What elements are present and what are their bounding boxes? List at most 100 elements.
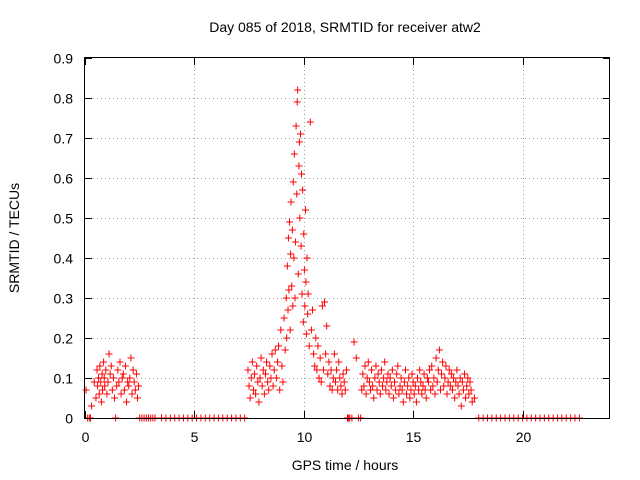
data-point xyxy=(289,302,297,310)
data-point xyxy=(119,370,127,378)
data-point xyxy=(100,374,108,382)
data-point xyxy=(296,130,304,138)
data-point xyxy=(374,370,382,378)
data-point xyxy=(312,334,320,342)
data-point xyxy=(371,374,379,382)
data-point xyxy=(315,374,323,382)
data-point xyxy=(102,366,110,374)
data-point xyxy=(286,218,294,226)
data-point xyxy=(449,386,456,394)
data-point xyxy=(98,370,106,378)
data-point xyxy=(415,386,423,394)
data-point xyxy=(105,350,113,358)
data-point xyxy=(408,370,416,378)
data-point xyxy=(111,394,119,402)
data-point xyxy=(302,278,310,286)
y-tick-label: 0.6 xyxy=(54,171,74,187)
data-point xyxy=(447,370,455,378)
y-tick-label: 0.8 xyxy=(54,91,74,107)
data-point xyxy=(468,398,476,406)
data-point xyxy=(293,98,301,106)
y-tick-label: 0.5 xyxy=(54,211,74,227)
data-point xyxy=(295,162,303,170)
data-point xyxy=(427,386,435,394)
data-point xyxy=(438,370,446,378)
data-point xyxy=(364,358,372,366)
data-point xyxy=(456,374,464,382)
data-point xyxy=(414,374,421,382)
data-point xyxy=(318,302,326,310)
data-point xyxy=(323,322,331,330)
data-point xyxy=(90,378,98,386)
data-point xyxy=(255,398,263,406)
grid-lines xyxy=(85,58,610,418)
data-point xyxy=(314,342,322,350)
data-point xyxy=(279,378,287,386)
data-point xyxy=(298,290,306,298)
data-point xyxy=(399,398,407,406)
data-point xyxy=(396,382,404,390)
data-point xyxy=(296,214,304,222)
data-point xyxy=(247,374,255,382)
data-point xyxy=(124,378,132,386)
data-point xyxy=(95,390,103,398)
data-point xyxy=(88,402,96,410)
data-point xyxy=(96,362,104,370)
data-point xyxy=(380,374,388,382)
data-point xyxy=(291,294,299,302)
data-point xyxy=(256,374,264,382)
data-point xyxy=(430,374,438,382)
data-point xyxy=(397,374,405,382)
data-point xyxy=(134,394,141,402)
data-point xyxy=(97,398,105,406)
data-point xyxy=(365,378,373,386)
data-point xyxy=(325,358,333,366)
data-point xyxy=(410,390,418,398)
data-point xyxy=(245,382,253,390)
data-point xyxy=(299,318,307,326)
data-point xyxy=(375,378,383,386)
data-point xyxy=(306,118,314,126)
data-point xyxy=(391,378,399,386)
data-point xyxy=(467,386,475,394)
data-point xyxy=(417,378,425,386)
data-point xyxy=(266,362,274,370)
data-point xyxy=(307,326,315,334)
y-tick-label: 0.2 xyxy=(54,331,74,347)
data-point xyxy=(132,370,140,378)
data-point xyxy=(246,394,254,402)
data-point xyxy=(342,366,350,374)
data-point xyxy=(293,190,301,198)
data-point xyxy=(106,370,114,378)
data-point xyxy=(419,382,427,390)
data-point xyxy=(123,398,131,406)
data-point xyxy=(288,282,296,290)
data-point xyxy=(100,358,108,366)
data-marks xyxy=(82,86,583,422)
data-point xyxy=(311,362,319,370)
data-point xyxy=(101,382,109,390)
y-tick-label: 0 xyxy=(65,411,73,427)
data-point xyxy=(92,394,100,402)
data-point xyxy=(428,362,436,370)
data-point xyxy=(93,366,101,374)
data-point xyxy=(432,354,440,362)
data-point xyxy=(317,378,325,386)
data-point xyxy=(341,386,349,394)
data-point xyxy=(458,378,466,386)
x-tick-label: 10 xyxy=(297,429,313,445)
plot-frame xyxy=(84,57,610,419)
data-point xyxy=(118,374,126,382)
data-point xyxy=(103,390,111,398)
x-tick-label: 5 xyxy=(191,429,199,445)
data-point xyxy=(304,310,312,318)
data-point xyxy=(295,138,303,146)
data-point xyxy=(350,338,358,346)
data-point xyxy=(290,254,298,262)
data-point xyxy=(363,374,371,382)
data-point xyxy=(298,170,306,178)
data-point xyxy=(411,382,419,390)
data-point xyxy=(280,314,288,322)
data-point xyxy=(114,366,122,374)
data-point xyxy=(244,366,252,374)
